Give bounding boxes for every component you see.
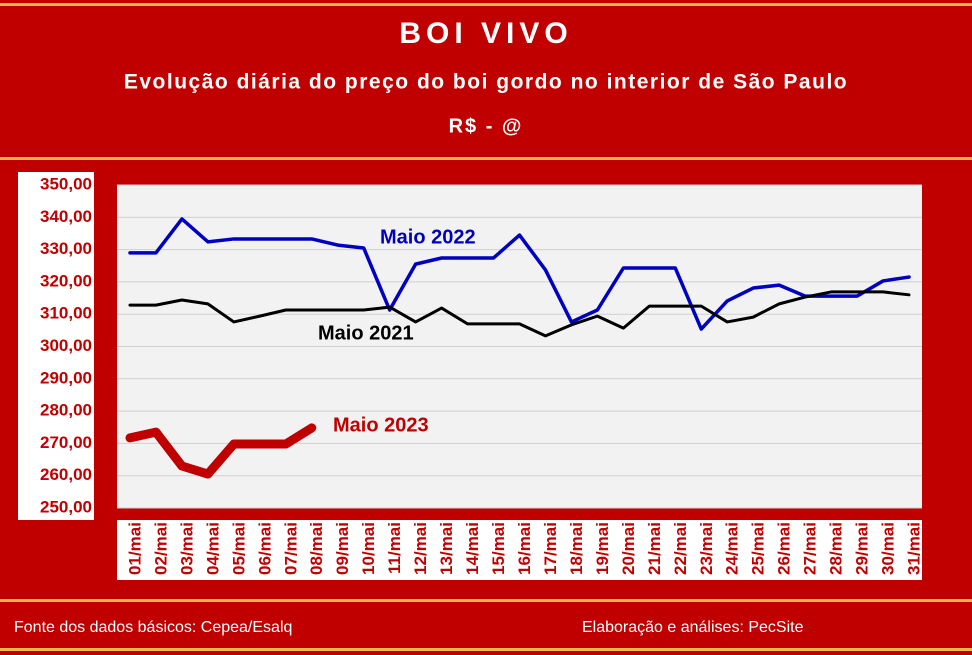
x-tick-label: 09/mai [333, 522, 352, 575]
y-label-box [18, 172, 94, 520]
x-tick-label: 04/mai [203, 522, 222, 575]
x-tick-label: 27/mai [801, 522, 820, 575]
stripe [0, 157, 972, 160]
series-line [128, 217, 911, 331]
x-tick-label: 29/mai [853, 522, 872, 575]
x-tick-label: 06/mai [255, 522, 274, 575]
x-tick-label: 10/mai [359, 522, 378, 575]
x-tick-label: 05/mai [229, 522, 248, 575]
series-label: Maio 2022 [380, 226, 476, 248]
y-tick-label: 340,00 [40, 207, 92, 226]
x-tick-label: 23/mai [697, 522, 716, 575]
x-tick-label: 14/mai [463, 522, 482, 575]
x-tick-label: 15/mai [489, 522, 508, 575]
y-tick-label: 310,00 [40, 304, 92, 323]
credit: Elaboração e análises: PecSite [582, 619, 804, 636]
y-tick-label: 270,00 [40, 433, 92, 452]
y-tick-label: 320,00 [40, 271, 92, 290]
x-tick-label: 20/mai [619, 522, 638, 575]
x-tick-label: 16/mai [515, 522, 534, 575]
y-tick-label: 350,00 [40, 174, 92, 193]
series-line [125, 423, 317, 479]
stripe [0, 648, 972, 651]
x-tick-label: 01/mai [125, 522, 144, 575]
x-tick-label: 18/mai [567, 522, 586, 575]
y-tick-label: 260,00 [40, 465, 92, 484]
source: Fonte dos dados básicos: Cepea/Esalq [14, 619, 292, 636]
y-tick-label: 290,00 [40, 368, 92, 387]
x-tick-label: 12/mai [411, 522, 430, 575]
x-tick-label: 02/mai [151, 522, 170, 575]
stripe [0, 3, 972, 6]
x-tick-label: 03/mai [177, 522, 196, 575]
x-tick-label: 19/mai [593, 522, 612, 575]
x-tick-label: 26/mai [775, 522, 794, 575]
x-tick-label: 24/mai [723, 522, 742, 575]
x-tick-label: 13/mai [437, 522, 456, 575]
series-line [128, 290, 911, 338]
x-tick-label: 17/mai [541, 522, 560, 575]
x-tick-label: 22/mai [671, 522, 690, 575]
chart-title: BOI VIVO [399, 17, 572, 50]
stripe [0, 599, 972, 602]
y-tick-label: 250,00 [40, 497, 92, 516]
x-tick-label: 25/mai [749, 522, 768, 575]
x-tick-label: 21/mai [645, 522, 664, 575]
x-tick-label: 08/mai [307, 522, 326, 575]
unit-label: R$ - @ [449, 115, 524, 137]
y-tick-label: 330,00 [40, 239, 92, 258]
series-label: Maio 2021 [318, 322, 414, 344]
x-label-box [117, 520, 922, 580]
y-tick-label: 300,00 [40, 336, 92, 355]
x-tick-label: 28/mai [827, 522, 846, 575]
chart-subtitle: Evolução diária do preço do boi gordo no… [124, 71, 848, 94]
series-label: Maio 2023 [333, 414, 429, 436]
x-tick-label: 30/mai [879, 522, 898, 575]
x-tick-label: 11/mai [385, 522, 404, 574]
x-tick-label: 07/mai [281, 522, 300, 575]
y-tick-label: 280,00 [40, 401, 92, 420]
x-tick-label: 31/mai [905, 522, 924, 575]
